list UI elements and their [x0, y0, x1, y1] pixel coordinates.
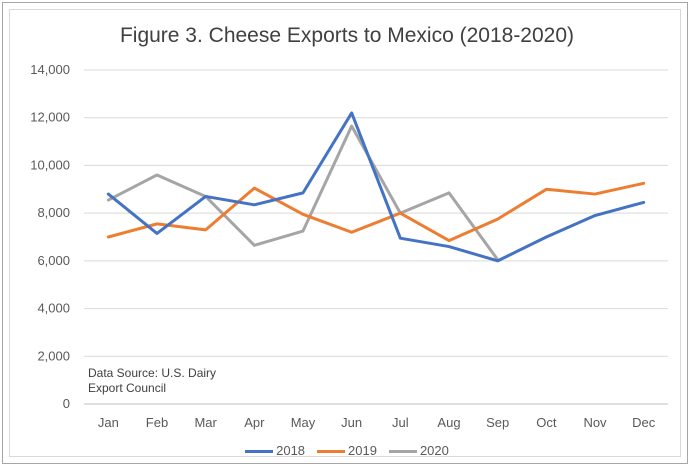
- legend-item-2020: 2020: [388, 443, 449, 458]
- x-tick-label: Mar: [194, 415, 217, 430]
- x-tick-label: Jun: [341, 415, 362, 430]
- x-tick-label: Jan: [98, 415, 119, 430]
- chart-inner-border: [9, 9, 681, 457]
- y-tick-label: 12,000: [30, 110, 70, 125]
- x-tick-label: Apr: [244, 415, 265, 430]
- legend-label: 2018: [276, 443, 306, 458]
- legend-swatch: [317, 450, 346, 454]
- y-tick-label: 10,000: [30, 157, 70, 172]
- legend-label: 2019: [348, 443, 377, 458]
- series-line-2018: [106, 111, 646, 263]
- legend-item-2019: 2019: [317, 443, 377, 458]
- x-tick-label: Nov: [583, 415, 607, 430]
- y-tick-label: 8,000: [37, 205, 70, 220]
- y-tick-label: 4,000: [37, 301, 70, 316]
- x-tick-label: Jul: [392, 415, 409, 430]
- y-tick-label: 0: [63, 396, 70, 411]
- x-tick-label: Feb: [146, 415, 168, 430]
- chart-title: Figure 3. Cheese Exports to Mexico (2018…: [119, 24, 575, 47]
- x-tick-label: Dec: [632, 415, 656, 430]
- legend-label: 2020: [419, 443, 449, 458]
- chart-frame: [2, 2, 688, 464]
- y-tick-label: 2,000: [37, 348, 70, 363]
- data-source-line-2: Export Council: [88, 381, 167, 395]
- x-tick-label: Sep: [486, 415, 509, 430]
- chart-legend: 2018 2019 2020: [0, 443, 694, 458]
- legend-swatch: [245, 450, 274, 454]
- x-tick-label: Oct: [536, 415, 557, 430]
- y-tick-label: 14,000: [30, 62, 70, 77]
- legend-swatch: [388, 450, 417, 454]
- data-source-note: Data Source: U.S. Dairy Export Council: [88, 366, 248, 396]
- x-tick-label: Aug: [437, 415, 460, 430]
- x-tick-label: May: [291, 415, 316, 430]
- y-tick-label: 6,000: [37, 253, 70, 268]
- series-line-2019: [106, 181, 646, 243]
- legend-item-2018: 2018: [245, 443, 305, 458]
- data-source-line-1: Data Source: U.S. Dairy: [88, 366, 217, 380]
